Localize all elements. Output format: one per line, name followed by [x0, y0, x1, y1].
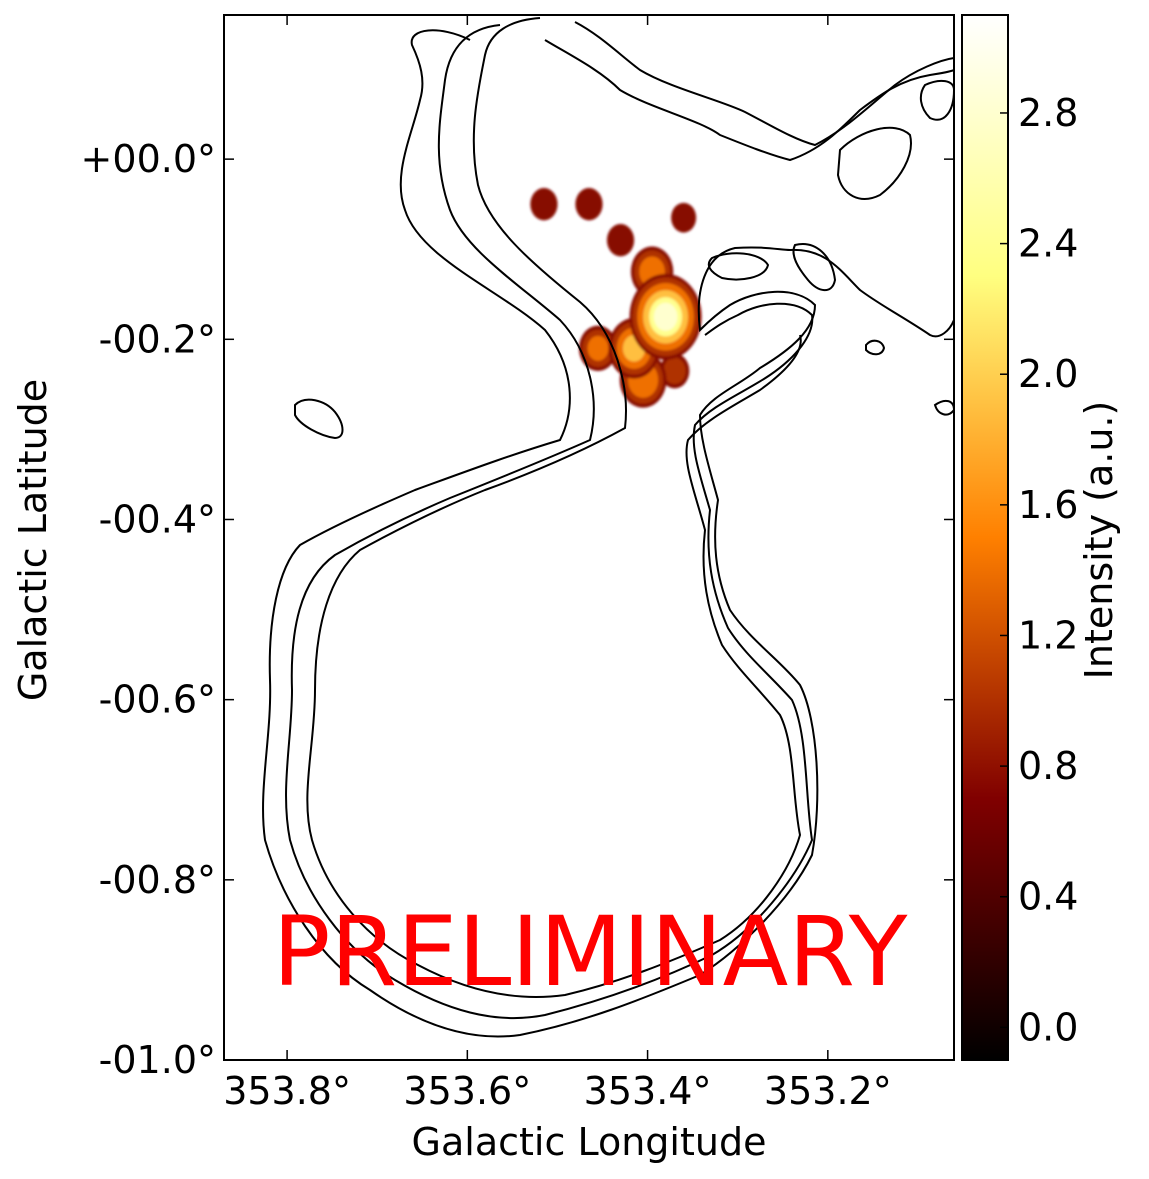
y-axis-ticks: +00.0° -00.2° -00.4° -00.6° -00.8° -01.0°	[81, 137, 954, 1082]
colorbar-tick-label: 0.4	[1018, 875, 1078, 919]
contour-middle	[285, 24, 814, 1020]
colorbar-tick-label: 1.6	[1018, 483, 1078, 527]
colorbar-ticks: 0.0 0.4 0.8 1.2 1.6 2.0 2.4 2.8	[1000, 91, 1078, 1049]
contour-island-2	[919, 79, 954, 121]
emission-blob	[530, 187, 558, 221]
colorbar-tick-label: 2.8	[1018, 91, 1078, 135]
contour-island-3	[792, 243, 837, 292]
contour-island-5	[294, 398, 344, 440]
y-tick-label: -00.2°	[99, 317, 216, 361]
colorbar-tick-label: 2.4	[1018, 222, 1078, 266]
colorbar-tick-label: 2.0	[1018, 352, 1078, 396]
contour-island-6	[865, 339, 886, 356]
x-tick-label: 353.6°	[403, 1069, 531, 1113]
contour-outer	[262, 29, 954, 1038]
y-tick-label: +00.0°	[81, 137, 216, 181]
contour-island-1	[836, 126, 912, 200]
plot-frame	[223, 14, 955, 1061]
emission-blob	[671, 202, 697, 233]
x-axis-label: Galactic Longitude	[412, 1120, 767, 1164]
emission-blob	[575, 187, 603, 221]
x-axis-ticks: 353.8° 353.6° 353.4° 353.2°	[223, 15, 892, 1113]
x-tick-label: 353.8°	[223, 1069, 351, 1113]
contour-ne-1	[544, 39, 954, 162]
y-tick-label: -00.4°	[99, 497, 216, 541]
y-tick-label: -00.6°	[99, 678, 216, 722]
y-tick-label: -01.0°	[99, 1038, 216, 1082]
y-axis-label: Galactic Latitude	[11, 379, 55, 701]
x-tick-label: 353.2°	[764, 1069, 892, 1113]
emission-blob	[587, 335, 609, 361]
contour-lines	[262, 17, 954, 1038]
x-tick-label: 353.4°	[584, 1069, 712, 1113]
contour-ne-2	[574, 21, 954, 147]
contour-inner	[306, 17, 802, 998]
contour-island-7	[933, 399, 954, 416]
emission-blob	[663, 357, 686, 385]
y-tick-label: -00.8°	[99, 858, 216, 902]
colorbar-label: Intensity (a.u.)	[1077, 401, 1121, 680]
colorbar	[961, 14, 1009, 1061]
colorbar-tick-label: 1.2	[1018, 613, 1078, 657]
colorbar-tick-label: 0.8	[1018, 744, 1078, 788]
emission-blob	[606, 224, 635, 257]
emission-blob	[653, 302, 678, 331]
preliminary-watermark: PRELIMINARY	[273, 896, 908, 1008]
contour-island-4	[707, 252, 770, 281]
colorbar-tick-label: 0.0	[1018, 1005, 1078, 1049]
